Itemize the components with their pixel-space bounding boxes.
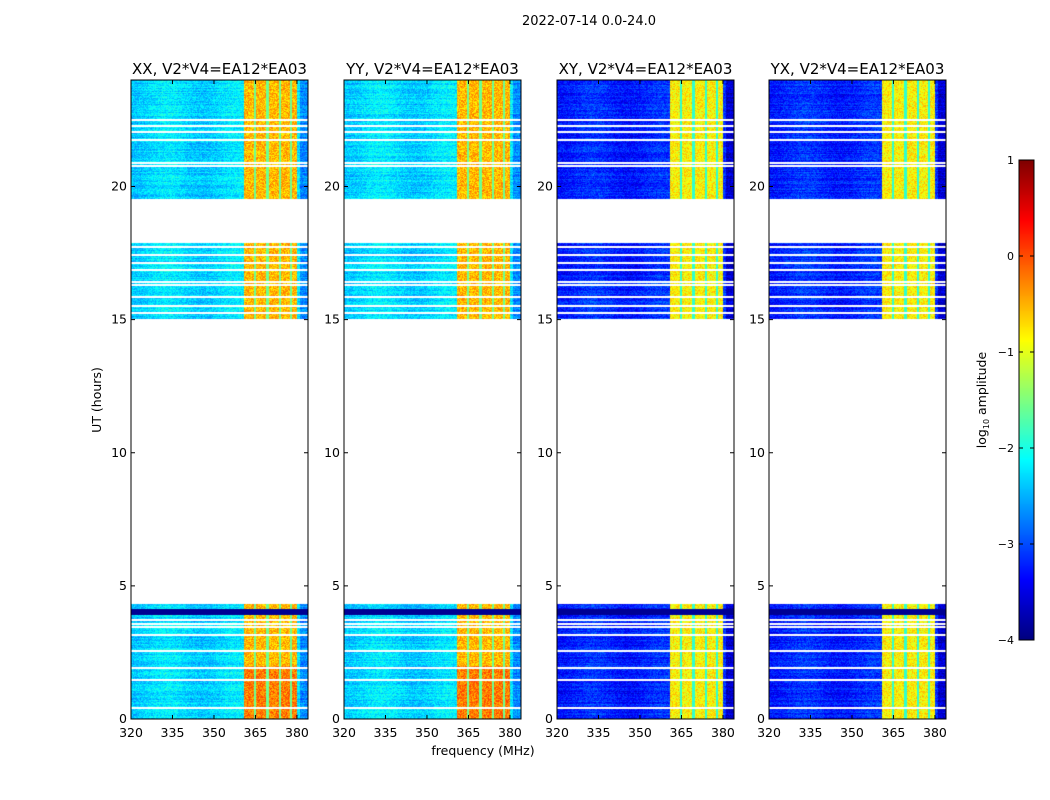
y-tick-label: 10 [111, 445, 127, 460]
panel-frame [768, 79, 947, 720]
colorbar-label-part: amplitude [974, 351, 989, 418]
x-tick-label: 365 [457, 725, 481, 740]
y-tick-label: 5 [332, 578, 340, 593]
y-tick-label: 15 [324, 312, 340, 327]
colorbar [1019, 160, 1034, 640]
panel-frame [130, 79, 309, 720]
x-tick-label: 380 [285, 725, 309, 740]
x-tick-label: 380 [923, 725, 947, 740]
heatmap-xx [131, 80, 308, 719]
y-tick-label: 20 [324, 179, 340, 194]
x-tick-label: 380 [498, 725, 522, 740]
heatmap-xy [557, 80, 734, 719]
y-tick-label: 0 [757, 711, 765, 726]
figure-suptitle: 2022-07-14 0.0-24.0 [522, 14, 656, 29]
x-tick-label: 320 [119, 725, 143, 740]
colorbar-label-part: 10 [982, 419, 991, 429]
heatmap-yy [344, 80, 521, 719]
x-tick-label: 320 [545, 725, 569, 740]
x-tick-label: 350 [415, 725, 439, 740]
x-tick-label: 350 [840, 725, 864, 740]
x-tick-label: 365 [244, 725, 268, 740]
y-tick-label: 5 [119, 578, 127, 593]
colorbar-tick-label: −3 [998, 538, 1014, 551]
colorbar-label-part: log [974, 429, 989, 448]
colorbar-tick-label: 1 [1007, 154, 1014, 167]
y-tick-label: 15 [749, 312, 765, 327]
colorbar-tick-label: −1 [998, 346, 1014, 359]
y-tick-label: 10 [537, 445, 553, 460]
x-tick-label: 350 [628, 725, 652, 740]
panel-title: YX, V2*V4=EA12*EA03 [770, 60, 945, 78]
y-tick-label: 5 [757, 578, 765, 593]
x-tick-label: 365 [670, 725, 694, 740]
y-tick-label: 20 [111, 179, 127, 194]
colorbar-tick-label: −2 [998, 442, 1014, 455]
y-tick-label: 0 [119, 711, 127, 726]
x-tick-label: 365 [882, 725, 906, 740]
panel-title: XY, V2*V4=EA12*EA03 [559, 60, 733, 78]
y-tick-label: 0 [332, 711, 340, 726]
y-tick-label: 10 [324, 445, 340, 460]
x-tick-label: 335 [374, 725, 398, 740]
x-axis-label: frequency (MHz) [431, 743, 534, 758]
panel-frame [556, 79, 735, 720]
y-tick-label: 5 [545, 578, 553, 593]
y-axis-label: UT (hours) [89, 367, 104, 433]
y-tick-label: 10 [749, 445, 765, 460]
heatmap-yx [769, 80, 946, 719]
x-tick-label: 335 [799, 725, 823, 740]
colorbar-frame [1018, 159, 1035, 641]
panel-frame [343, 79, 522, 720]
x-tick-label: 320 [332, 725, 356, 740]
y-tick-label: 15 [537, 312, 553, 327]
y-tick-label: 15 [111, 312, 127, 327]
y-tick-label: 20 [749, 179, 765, 194]
x-tick-label: 335 [587, 725, 611, 740]
x-tick-label: 380 [711, 725, 735, 740]
x-tick-label: 335 [161, 725, 185, 740]
colorbar-tick-label: 0 [1007, 250, 1014, 263]
colorbar-tick-label: −4 [998, 634, 1014, 647]
y-tick-label: 0 [545, 711, 553, 726]
x-tick-label: 350 [202, 725, 226, 740]
panel-title: YY, V2*V4=EA12*EA03 [345, 60, 519, 78]
panel-title: XX, V2*V4=EA12*EA03 [132, 60, 307, 78]
y-tick-label: 20 [537, 179, 553, 194]
x-tick-label: 320 [757, 725, 781, 740]
colorbar-label: log10 amplitude [974, 351, 991, 448]
